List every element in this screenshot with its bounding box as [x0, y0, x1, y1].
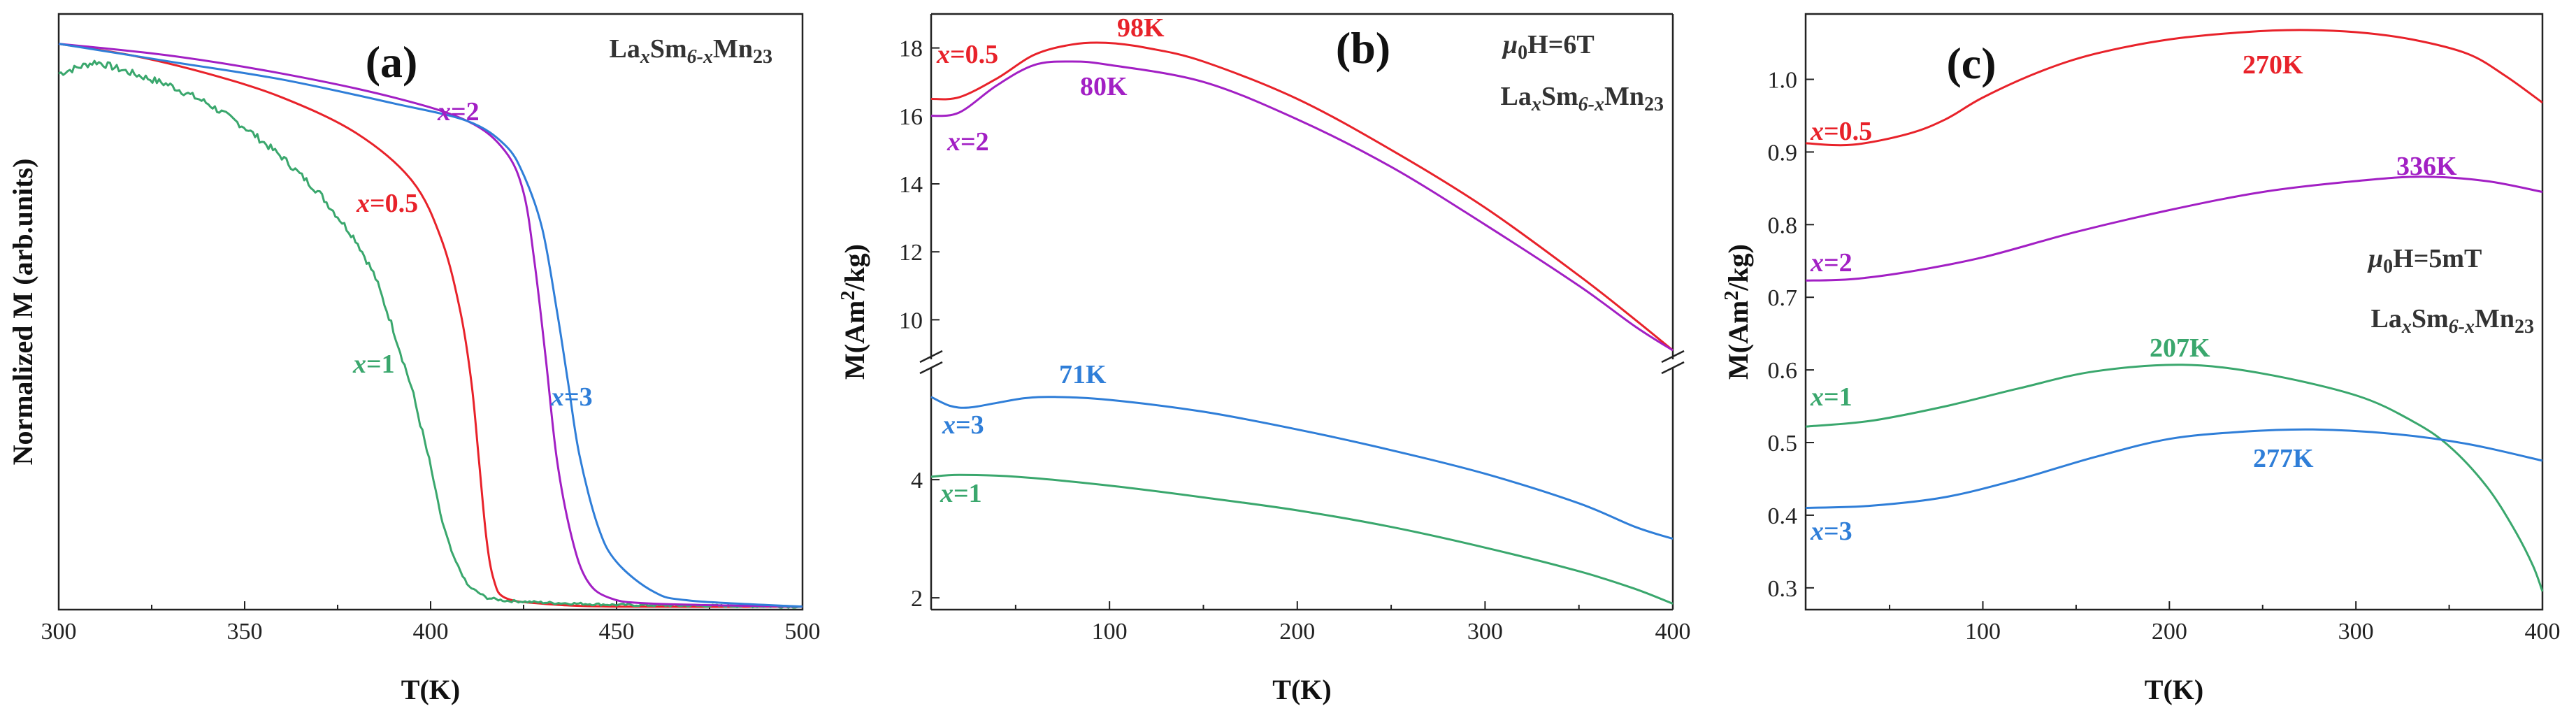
- y-tick-label-c: 0.8: [1768, 213, 1798, 238]
- y-tick-label-c: 0.9: [1768, 140, 1798, 166]
- series-line-c: [1805, 29, 2543, 147]
- series-label-b: x=0.5: [936, 40, 998, 69]
- peak-label-b: 80K: [1080, 72, 1128, 101]
- y-tick-label-upper-b: 10: [899, 308, 923, 333]
- panel-b: 100 200 300 400 10 12 14 16 18 2 4 T(K) M(Am2/kg) (b)…: [837, 13, 1691, 705]
- x-tick-label-b: 300: [1467, 619, 1503, 645]
- axis-break-mark-b: [1661, 350, 1685, 364]
- x-axis-label-b: T(K): [1272, 674, 1331, 705]
- series-label-c: x=3: [1810, 517, 1852, 546]
- series-label-c: x=2: [1810, 248, 1852, 278]
- x-tick-label-a: 350: [227, 619, 263, 645]
- series-line-b: [930, 41, 1674, 352]
- panel-a: 300 350 400 450 500 T(K) Normalized M (arb.uni…: [7, 13, 821, 705]
- y-axis-label-b: M(Am2/kg): [837, 244, 870, 380]
- x-tick-label-b: 200: [1279, 619, 1315, 645]
- series-label-a: x=1: [352, 350, 395, 379]
- series-line-a: [58, 43, 803, 608]
- axis-break-mark-b: [919, 350, 943, 364]
- series-line-c: [1805, 364, 2544, 592]
- x-tick-label-a: 300: [41, 619, 77, 645]
- x-tick-label-c: 200: [2152, 619, 2187, 645]
- series-label-a: x=0.5: [356, 189, 418, 218]
- series-label-a: x=3: [550, 382, 593, 412]
- y-tick-label-c: 0.5: [1768, 431, 1798, 457]
- x-tick-label-b: 400: [1655, 619, 1691, 645]
- series-label-c: x=1: [1810, 382, 1852, 412]
- y-tick-label-upper-b: 16: [899, 104, 923, 130]
- axis-break-mark-b: [919, 361, 943, 375]
- peak-label-c: 336K: [2396, 152, 2457, 181]
- series-line-a-x1: [58, 59, 803, 609]
- x-tick-label-a: 400: [413, 619, 449, 645]
- field-label-c: μ0H=5mT: [2367, 244, 2482, 278]
- x-axis-label-c: T(K): [2145, 674, 2203, 705]
- peak-label-c: 270K: [2243, 50, 2303, 80]
- y-tick-label-lower-b: 4: [911, 468, 923, 494]
- series-line-b: [930, 473, 1674, 605]
- panel-label-c: (c): [1946, 38, 1996, 88]
- x-axis-label-a: T(K): [401, 674, 460, 705]
- series-label-b: x=3: [942, 410, 984, 440]
- peak-label-c: 207K: [2150, 333, 2210, 363]
- peak-label-b: 98K: [1117, 13, 1165, 43]
- axis-break-mark-b: [1661, 361, 1685, 375]
- series-line-a: [58, 43, 803, 608]
- x-tick-label-a: 450: [599, 619, 635, 645]
- series-label-b: x=1: [940, 479, 982, 508]
- series-line-c: [1805, 175, 2543, 282]
- y-tick-label-lower-b: 2: [911, 586, 923, 612]
- series-line-c: [1805, 428, 2543, 509]
- y-tick-label-c: 0.4: [1768, 503, 1798, 529]
- series-label-a: x=2: [437, 97, 480, 127]
- plot-frame-c: [1804, 13, 2544, 611]
- series-line-b: [930, 396, 1674, 540]
- x-tick-label-b: 100: [1092, 619, 1128, 645]
- y-tick-label-c: 0.6: [1768, 358, 1798, 384]
- y-axis-label-c: M(Am2/kg): [1721, 244, 1754, 380]
- panel-c: 100 200 300 400 0.3 0.4 0.5 0.6 0.7 0.8 0.9 1.0 T(K)…: [1721, 13, 2561, 705]
- panel-label-b: (b): [1336, 23, 1390, 73]
- y-tick-label-upper-b: 12: [899, 240, 923, 266]
- series-label-b: x=2: [947, 127, 989, 157]
- series-label-c: x=0.5: [1810, 117, 1872, 146]
- plot-frame-a: [57, 13, 804, 611]
- series-line-b: [930, 60, 1674, 352]
- series-line-a: [58, 43, 803, 608]
- y-axis-label-a: Normalized M (arb.units): [7, 159, 38, 466]
- x-tick-label-a: 500: [785, 619, 821, 645]
- y-tick-label-c: 1.0: [1768, 68, 1798, 94]
- x-tick-label-c: 100: [1965, 619, 2001, 645]
- x-tick-label-c: 400: [2525, 619, 2561, 645]
- x-tick-label-c: 300: [2338, 619, 2374, 645]
- peak-label-b: 71K: [1059, 360, 1107, 389]
- y-tick-label-c: 0.7: [1768, 285, 1798, 311]
- y-tick-label-c: 0.3: [1768, 576, 1798, 602]
- composition-label-a: LaxSm6-xMn23: [610, 34, 772, 68]
- peak-label-c: 277K: [2253, 444, 2314, 473]
- composition-label-c: LaxSm6-xMn23: [2371, 304, 2534, 338]
- field-label-b: μ0H=6T: [1502, 30, 1595, 64]
- y-tick-label-upper-b: 18: [899, 36, 923, 62]
- y-tick-label-upper-b: 14: [899, 172, 923, 198]
- composition-label-b: LaxSm6-xMn23: [1501, 82, 1664, 115]
- panel-label-a: (a): [366, 37, 418, 87]
